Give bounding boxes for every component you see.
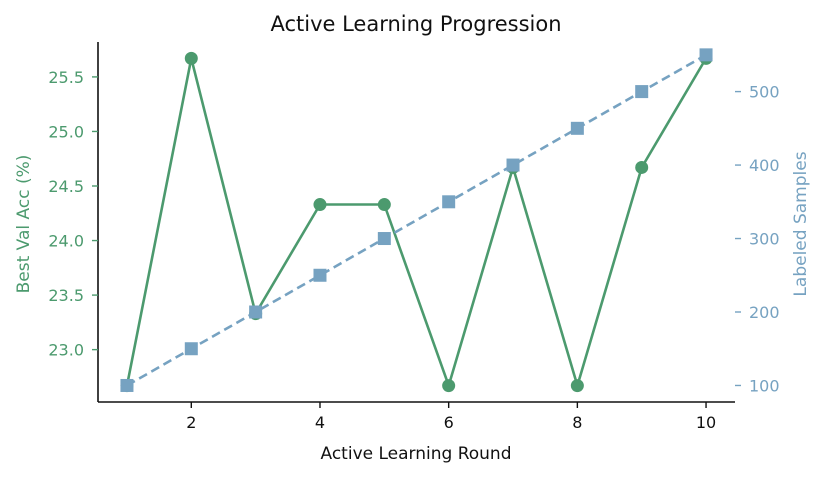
- right-y-tick-label: 300: [749, 230, 780, 249]
- left-y-tick-label: 24.0: [48, 232, 84, 251]
- series-0-point: [570, 379, 584, 393]
- right-y-tick-label: 500: [749, 83, 780, 102]
- series-0-point: [442, 379, 456, 393]
- axes: [97, 42, 735, 403]
- series-1-point: [120, 378, 134, 392]
- x-tick-label: 10: [696, 413, 716, 432]
- series-0-point: [635, 160, 649, 174]
- series-1-point: [442, 195, 456, 209]
- chart-title: Active Learning Progression: [270, 12, 561, 36]
- x-tick-label: 6: [444, 413, 454, 432]
- right-y-tick-label: 200: [749, 303, 780, 322]
- x-tick-label: 2: [186, 413, 196, 432]
- series-1-point: [699, 48, 713, 62]
- x-tick-label: 4: [315, 413, 325, 432]
- x-axis-label: Active Learning Round: [321, 444, 512, 464]
- right-y-axis-label: Labeled Samples: [791, 151, 811, 296]
- series-1-point: [313, 268, 327, 282]
- x-tick-label: 8: [572, 413, 582, 432]
- left-y-tick-label: 25.0: [48, 122, 84, 141]
- left-y-tick-label: 25.5: [48, 68, 84, 87]
- ticks: 2 4 6 8 10 23.0 23.5 24.0 24.5 25.0 25.5 100 200 300 4…: [48, 68, 779, 432]
- series-line-1: [126, 53, 707, 387]
- series-1-point: [184, 342, 198, 356]
- left-y-tick-label: 23.0: [48, 341, 84, 360]
- right-y-tick-label: 100: [749, 376, 780, 395]
- series-0-point: [184, 51, 198, 65]
- left-y-axis-label: Best Val Acc (%): [14, 155, 34, 294]
- series-1-point: [635, 85, 649, 99]
- right-y-tick-label: 400: [749, 156, 780, 175]
- series-0-point: [377, 198, 391, 212]
- series-1-point: [377, 232, 391, 246]
- series-1-point: [506, 158, 520, 172]
- series-layer: [120, 48, 713, 393]
- series-1-point: [249, 305, 263, 319]
- series-0-point: [313, 198, 327, 212]
- series-1-point: [570, 121, 584, 135]
- left-y-tick-label: 23.5: [48, 286, 84, 305]
- left-y-tick-label: 24.5: [48, 177, 84, 196]
- series-line-0: [125, 57, 708, 387]
